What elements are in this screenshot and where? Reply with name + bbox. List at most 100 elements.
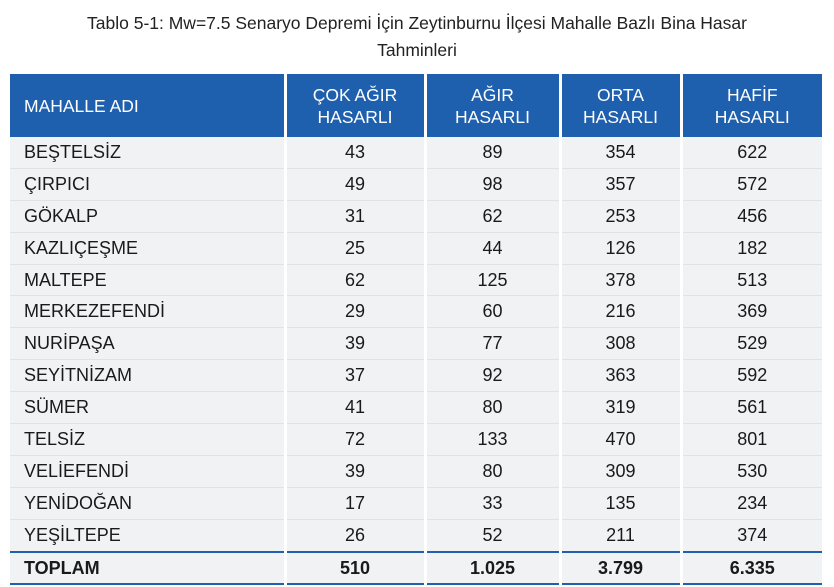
- header-label: AĞIR: [471, 84, 514, 105]
- table-row: MALTEPE 62 125 378 513: [10, 264, 822, 297]
- table-row: SEYİTNİZAM 37 92 363 592: [10, 359, 822, 393]
- mahalle-name: YENİDOĞAN: [10, 487, 285, 520]
- orta-value: 357: [558, 168, 681, 201]
- orta-value: 470: [558, 423, 681, 456]
- hafif-value: 234: [679, 487, 822, 520]
- header-orta-hasarli: ORTA HASARLI: [558, 74, 681, 137]
- agir-value: 33: [423, 487, 560, 520]
- orta-value: 319: [558, 391, 681, 425]
- orta-value: 354: [558, 137, 681, 169]
- orta-value: 126: [558, 232, 681, 265]
- table-body: BEŞTELSİZ 43 89 354 622 ÇIRPICI 49 98 35…: [10, 137, 822, 586]
- hafif-value: 530: [679, 455, 822, 488]
- header-agir-hasarli: AĞIR HASARLI: [423, 74, 560, 137]
- table-row: KAZLIÇEŞME 25 44 126 182: [10, 232, 822, 265]
- cok-agir-value: 29: [283, 295, 425, 329]
- cok-agir-value: 17: [283, 487, 425, 520]
- agir-value: 133: [423, 423, 560, 456]
- hafif-value: 182: [679, 232, 822, 265]
- header-label: HASARLI: [583, 106, 658, 127]
- mahalle-name: SEYİTNİZAM: [10, 359, 285, 393]
- header-label: ORTA: [597, 84, 644, 105]
- header-label: HASARLI: [455, 106, 530, 127]
- orta-value: 309: [558, 455, 681, 488]
- agir-value: 60: [423, 295, 560, 329]
- cok-agir-value: 31: [283, 200, 425, 233]
- cok-agir-value: 25: [283, 232, 425, 265]
- orta-value: 135: [558, 487, 681, 520]
- table-row: YEŞİLTEPE 26 52 211 374: [10, 519, 822, 553]
- mahalle-name: MALTEPE: [10, 264, 285, 297]
- agir-value: 125: [423, 264, 560, 297]
- table-row: VELİEFENDİ 39 80 309 530: [10, 455, 822, 488]
- header-row: MAHALLE ADI ÇOK AĞIR HASARLI AĞIR HASARL…: [10, 74, 822, 137]
- mahalle-name: SÜMER: [10, 391, 285, 425]
- table-row: MERKEZEFENDİ 29 60 216 369: [10, 295, 822, 329]
- orta-value: 308: [558, 327, 681, 361]
- agir-value: 98: [423, 168, 560, 201]
- table-row: GÖKALP 31 62 253 456: [10, 200, 822, 233]
- table-row: SÜMER 41 80 319 561: [10, 391, 822, 425]
- table-header: MAHALLE ADI ÇOK AĞIR HASARLI AĞIR HASARL…: [10, 74, 822, 137]
- hafif-value: 374: [679, 519, 822, 553]
- hafif-value: 369: [679, 295, 822, 329]
- agir-value: 44: [423, 232, 560, 265]
- cok-agir-value: 41: [283, 391, 425, 425]
- header-label: HAFİF: [726, 84, 778, 105]
- hafif-value: 622: [679, 137, 822, 169]
- orta-value: 253: [558, 200, 681, 233]
- agir-value: 80: [423, 391, 560, 425]
- hafif-value: 572: [679, 168, 822, 201]
- orta-value: 378: [558, 264, 681, 297]
- cok-agir-value: 72: [283, 423, 425, 456]
- table-row: YENİDOĞAN 17 33 135 234: [10, 487, 822, 520]
- cok-agir-value: 39: [283, 455, 425, 488]
- header-label: MAHALLE ADI: [24, 95, 139, 116]
- header-label: HASARLI: [317, 106, 393, 127]
- header-hafif-hasarli: HAFİF HASARLI: [679, 74, 822, 137]
- total-hafif: 6.335: [679, 550, 822, 586]
- mahalle-name: NURİPAŞA: [10, 327, 285, 361]
- hafif-value: 561: [679, 391, 822, 425]
- table-caption: Tablo 5-1: Mw=7.5 Senaryo Depremi İçin Z…: [0, 10, 834, 64]
- mahalle-name: YEŞİLTEPE: [10, 519, 285, 553]
- total-label: TOPLAM: [10, 550, 285, 586]
- mahalle-name: VELİEFENDİ: [10, 455, 285, 488]
- cok-agir-value: 26: [283, 519, 425, 553]
- header-label: HASARLI: [714, 106, 790, 127]
- agir-value: 92: [423, 359, 560, 393]
- total-orta: 3.799: [558, 550, 681, 586]
- orta-value: 211: [558, 519, 681, 553]
- mahalle-name: TELSİZ: [10, 423, 285, 456]
- total-row: TOPLAM 510 1.025 3.799 6.335: [10, 550, 822, 586]
- agir-value: 89: [423, 137, 560, 169]
- mahalle-name: MERKEZEFENDİ: [10, 295, 285, 329]
- caption-line-1: Tablo 5-1: Mw=7.5 Senaryo Depremi İçin Z…: [87, 13, 747, 33]
- total-agir: 1.025: [423, 550, 560, 586]
- cok-agir-value: 43: [283, 137, 425, 169]
- mahalle-name: KAZLIÇEŞME: [10, 232, 285, 265]
- table-row: TELSİZ 72 133 470 801: [10, 423, 822, 456]
- table-row: NURİPAŞA 39 77 308 529: [10, 327, 822, 361]
- caption-line-2: Tahminleri: [377, 40, 457, 60]
- mahalle-name: ÇIRPICI: [10, 168, 285, 201]
- hafif-value: 592: [679, 359, 822, 393]
- header-label: ÇOK AĞIR: [312, 84, 398, 105]
- cok-agir-value: 39: [283, 327, 425, 361]
- agir-value: 80: [423, 455, 560, 488]
- cok-agir-value: 49: [283, 168, 425, 201]
- header-mahalle-adi: MAHALLE ADI: [10, 74, 285, 137]
- total-cok-agir: 510: [283, 550, 425, 586]
- agir-value: 52: [423, 519, 560, 553]
- damage-estimate-table: MAHALLE ADI ÇOK AĞIR HASARLI AĞIR HASARL…: [10, 74, 822, 586]
- mahalle-name: GÖKALP: [10, 200, 285, 233]
- orta-value: 216: [558, 295, 681, 329]
- hafif-value: 529: [679, 327, 822, 361]
- table-row: ÇIRPICI 49 98 357 572: [10, 168, 822, 201]
- orta-value: 363: [558, 359, 681, 393]
- hafif-value: 456: [679, 200, 822, 233]
- header-cok-agir-hasarli: ÇOK AĞIR HASARLI: [283, 74, 425, 137]
- table-row: BEŞTELSİZ 43 89 354 622: [10, 137, 822, 169]
- hafif-value: 513: [679, 264, 822, 297]
- hafif-value: 801: [679, 423, 822, 456]
